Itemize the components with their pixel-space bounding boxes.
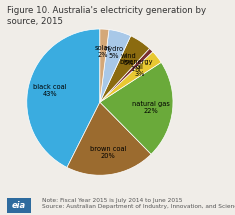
- Wedge shape: [27, 29, 100, 167]
- Text: bioenergy
1%: bioenergy 1%: [119, 59, 153, 72]
- Wedge shape: [100, 62, 173, 154]
- Text: Figure 10. Australia's electricity generation by source, 2015: Figure 10. Australia's electricity gener…: [7, 6, 206, 26]
- Text: Note: Fiscal Year 2015 is July 2014 to June 2015
Source: Australian Department o: Note: Fiscal Year 2015 is July 2014 to J…: [42, 198, 235, 209]
- Wedge shape: [100, 30, 131, 102]
- Wedge shape: [100, 36, 149, 102]
- Text: eia: eia: [12, 201, 26, 210]
- Text: solar
2%: solar 2%: [95, 45, 111, 58]
- Text: oil
3%: oil 3%: [135, 64, 145, 77]
- Wedge shape: [100, 52, 161, 102]
- Text: black coal
43%: black coal 43%: [33, 84, 67, 97]
- Wedge shape: [67, 102, 151, 175]
- Text: natural gas
22%: natural gas 22%: [132, 101, 170, 114]
- Wedge shape: [100, 48, 153, 102]
- Wedge shape: [100, 29, 109, 102]
- Text: brown coal
20%: brown coal 20%: [90, 146, 126, 159]
- Text: wind
5%: wind 5%: [121, 53, 136, 66]
- Text: hydro
5%: hydro 5%: [104, 46, 124, 59]
